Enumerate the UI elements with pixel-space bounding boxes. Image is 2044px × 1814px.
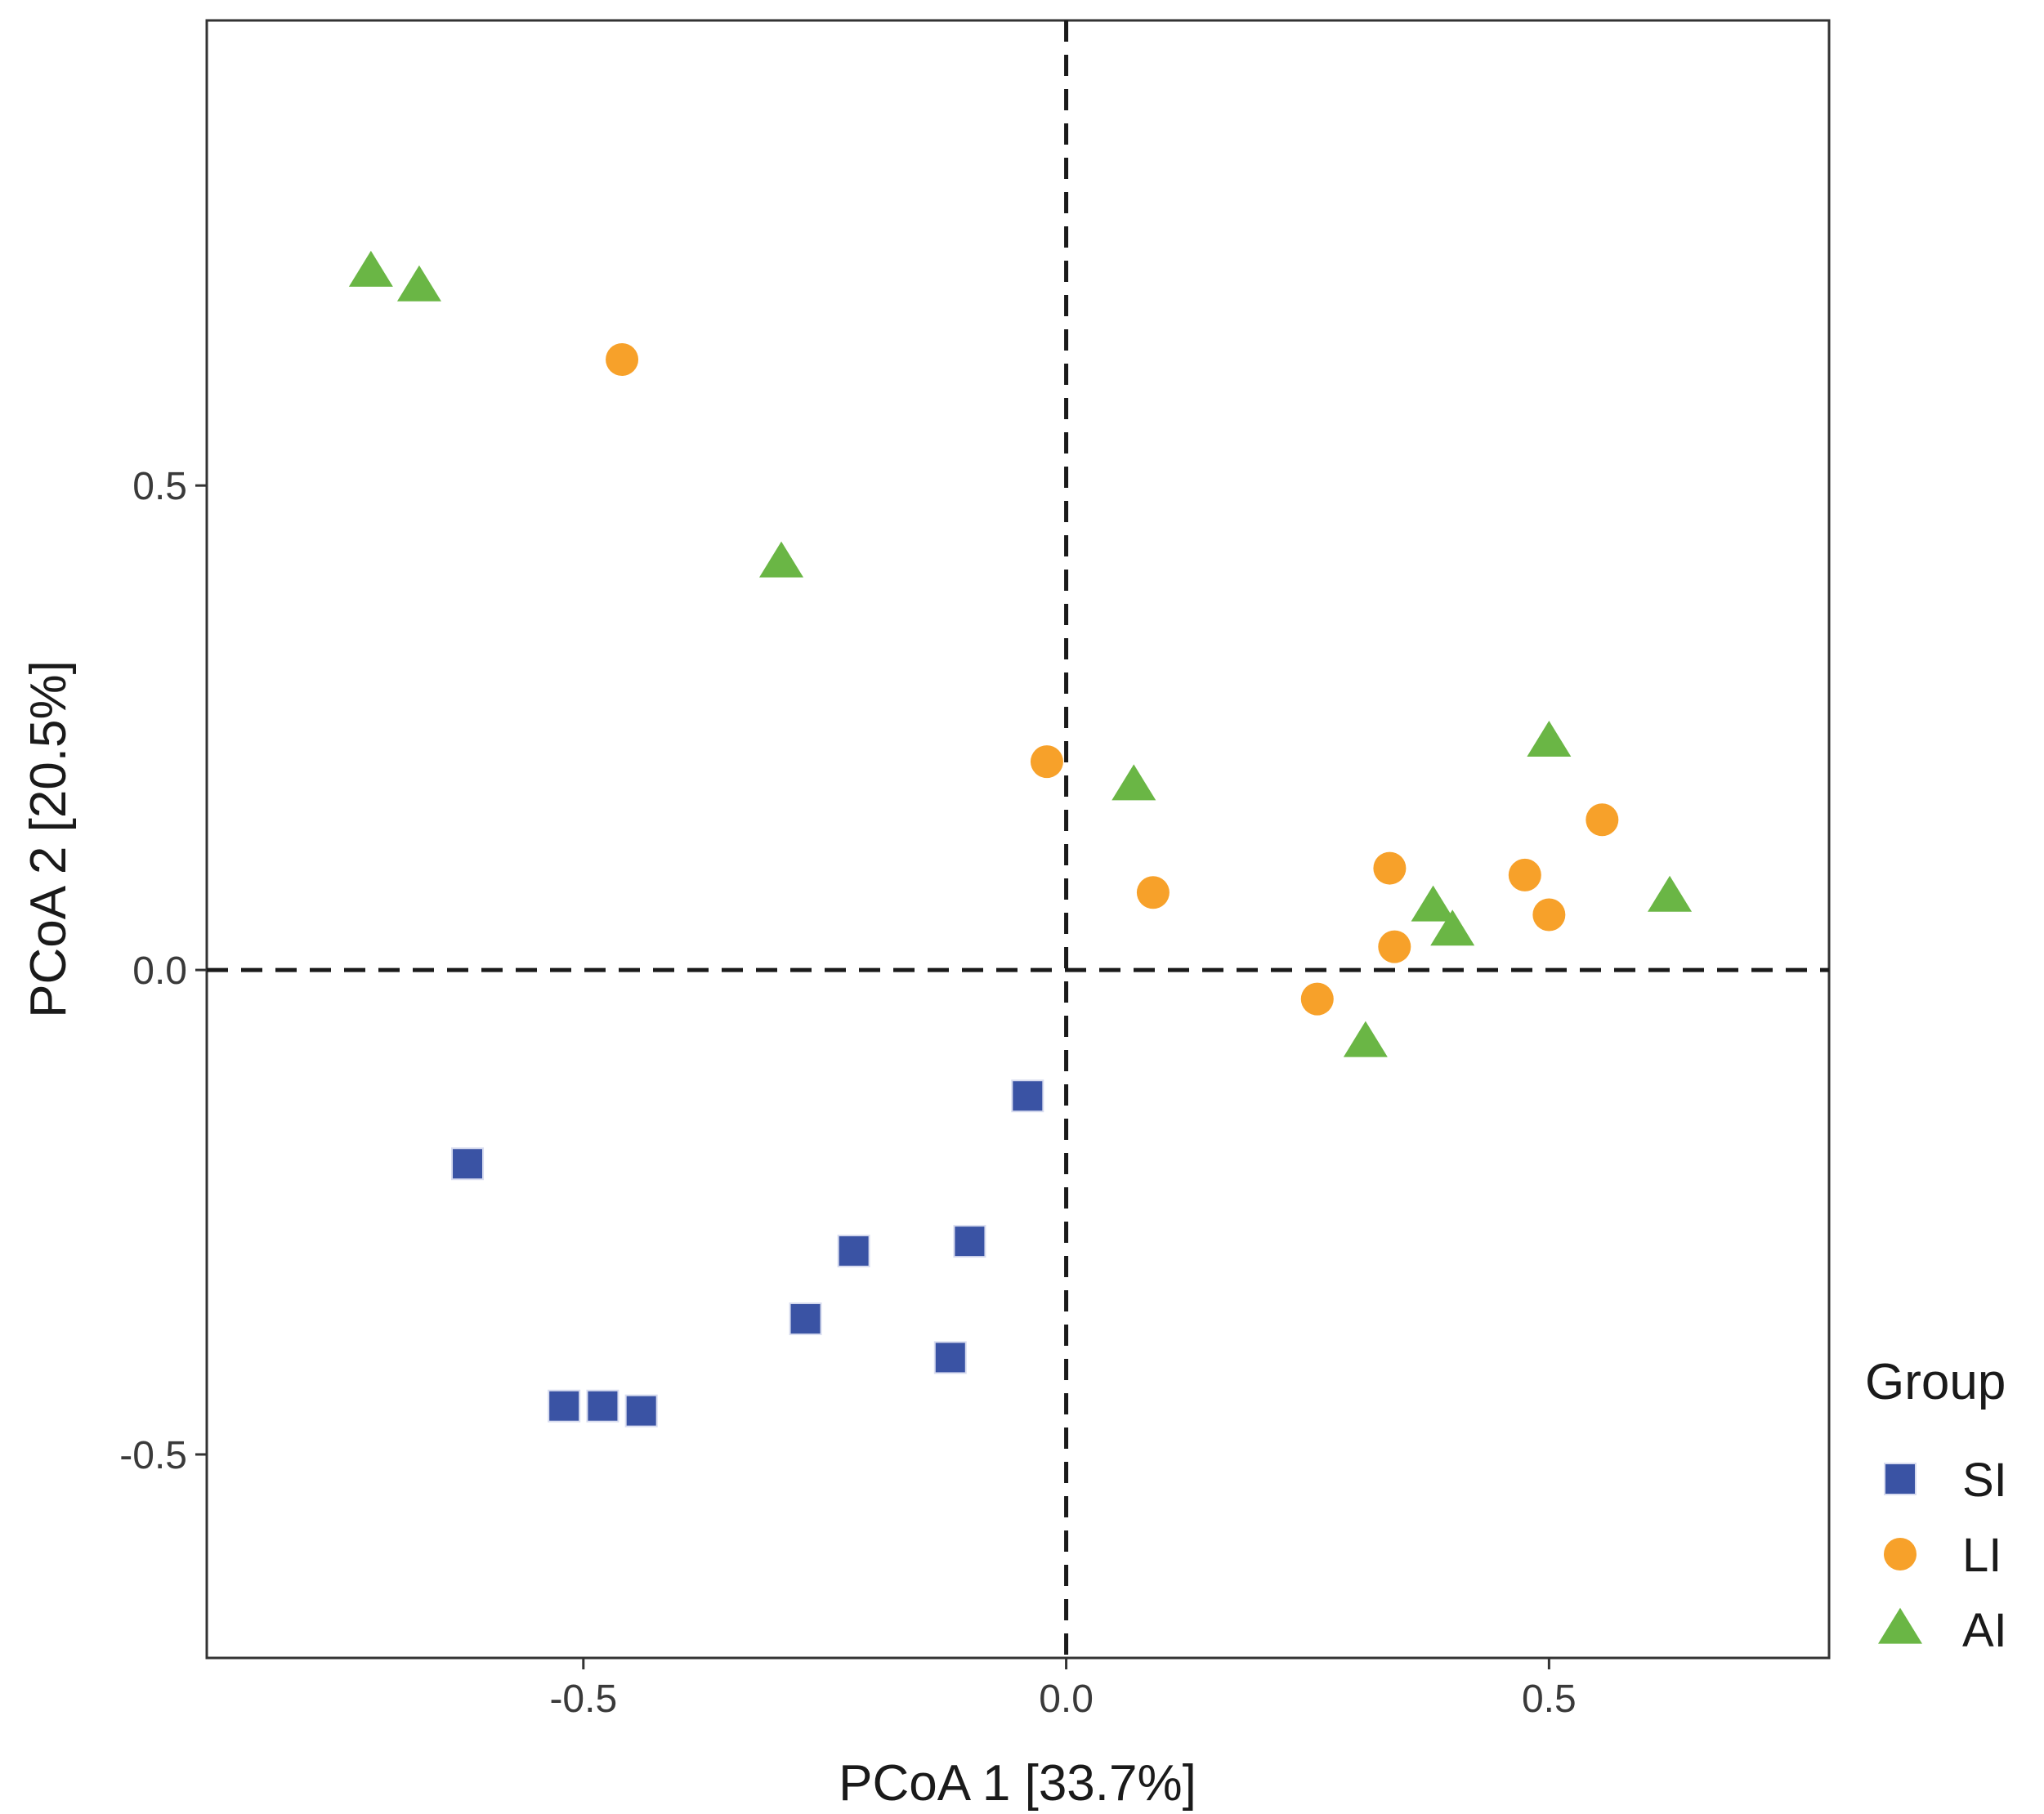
li-point [1508, 858, 1541, 891]
legend-key-ai [1878, 1607, 1922, 1644]
si-point [548, 1389, 581, 1423]
data-points [348, 250, 1693, 1428]
y-tick-label: -0.5 [119, 1434, 187, 1477]
ai-point [1343, 1021, 1388, 1057]
li-point [1136, 876, 1170, 909]
legend: Group SI LI AI [1865, 1354, 2007, 1657]
legend-label-si: SI [1962, 1454, 2007, 1507]
li-point [1373, 851, 1407, 885]
ai-point [1411, 885, 1456, 922]
y-axis-title: PCoA 2 [20.5%] [20, 660, 77, 1018]
li-point [606, 343, 639, 377]
legend-title: Group [1865, 1354, 2006, 1410]
x-tick-label: -0.5 [549, 1678, 617, 1721]
li-point [1300, 982, 1334, 1016]
si-point [1011, 1079, 1044, 1113]
si-point [586, 1389, 619, 1423]
plot-panel [205, 19, 1831, 1660]
li-point [1532, 898, 1566, 932]
ai-point [1648, 875, 1693, 912]
li-point [1586, 803, 1619, 837]
si-point [953, 1225, 986, 1258]
x-axis-title: PCoA 1 [33.7%] [839, 1755, 1196, 1812]
ai-point [1430, 909, 1475, 946]
li-point [1030, 745, 1063, 779]
ai-point [396, 265, 441, 302]
legend-label-li: LI [1962, 1529, 2002, 1582]
legend-label-ai: AI [1962, 1604, 2007, 1657]
si-point [624, 1394, 658, 1428]
legend-items: SI LI AI [1878, 1454, 2007, 1657]
y-tick-label: 0.5 [132, 465, 187, 508]
si-point [837, 1234, 870, 1267]
li-point [1378, 930, 1411, 963]
legend-key-li [1884, 1538, 1917, 1570]
si-point [933, 1341, 967, 1374]
si-point [789, 1302, 822, 1335]
ai-point [1527, 721, 1572, 757]
ai-point [1111, 764, 1156, 801]
si-point [451, 1147, 485, 1181]
y-tick-label: 0.0 [132, 949, 187, 993]
x-tick-label: 0.5 [1522, 1678, 1577, 1721]
y-axis-ticks: -0.5 0.0 0.5 [119, 465, 207, 1477]
ai-point [348, 250, 393, 287]
x-axis-ticks: -0.5 0.0 0.5 [549, 1658, 1577, 1721]
legend-key-si [1884, 1463, 1917, 1495]
x-tick-label: 0.0 [1039, 1678, 1094, 1721]
ai-point [759, 541, 804, 578]
